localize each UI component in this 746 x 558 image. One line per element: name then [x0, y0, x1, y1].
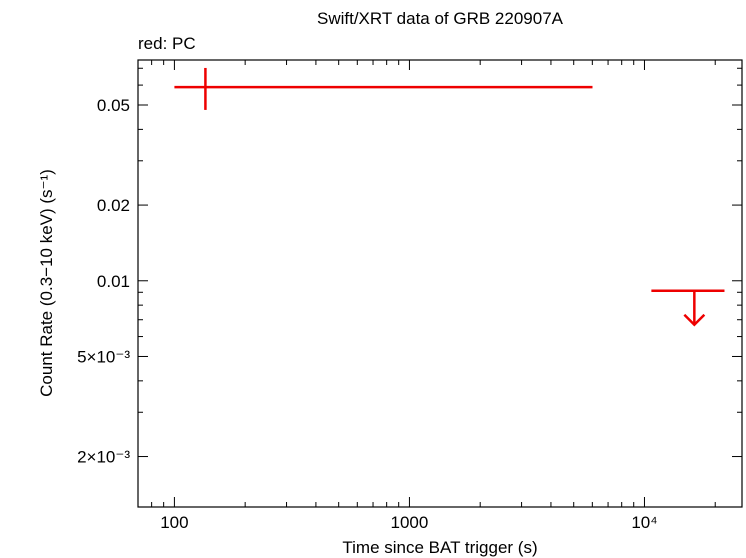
upper-limit-arrowhead	[683, 313, 706, 327]
plot-frame	[137, 59, 743, 508]
x-tick-label: 1000	[391, 513, 429, 532]
chart-title: Swift/XRT data of GRB 220907A	[317, 9, 564, 28]
y-tick-label: 5×10⁻³	[77, 347, 130, 366]
y-tick-label: 0.01	[97, 272, 130, 291]
y-axis-label: Count Rate (0.3−10 keV) (s⁻¹)	[37, 169, 56, 397]
annotation: red: PC	[138, 34, 196, 53]
y-tick-label: 2×10⁻³	[77, 448, 130, 467]
x-tick-label: 10⁴	[631, 513, 657, 532]
x-axis-label: Time since BAT trigger (s)	[342, 538, 537, 557]
x-tick-label: 100	[160, 513, 188, 532]
y-tick-label: 0.02	[97, 196, 130, 215]
y-tick-label: 0.05	[97, 96, 130, 115]
